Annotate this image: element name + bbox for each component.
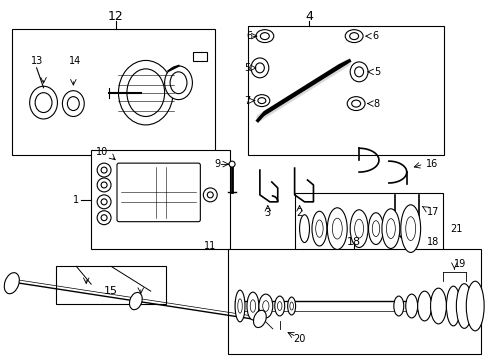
FancyBboxPatch shape	[117, 163, 200, 222]
Ellipse shape	[170, 72, 186, 94]
Ellipse shape	[127, 69, 164, 117]
Text: 16: 16	[425, 159, 437, 169]
Bar	[247, 26, 444, 155]
Text: 4: 4	[305, 10, 313, 23]
Ellipse shape	[258, 294, 272, 318]
Bar	[193, 52, 207, 61]
Ellipse shape	[299, 215, 309, 243]
Ellipse shape	[346, 96, 365, 111]
Ellipse shape	[289, 302, 293, 310]
Ellipse shape	[255, 30, 273, 42]
Text: 9: 9	[214, 159, 220, 169]
Ellipse shape	[4, 273, 20, 294]
Ellipse shape	[253, 310, 265, 328]
Text: 14: 14	[69, 56, 81, 66]
Circle shape	[101, 199, 107, 205]
Bar	[228, 249, 480, 354]
Text: 18: 18	[426, 237, 438, 247]
Ellipse shape	[371, 221, 379, 237]
Ellipse shape	[287, 297, 295, 315]
Ellipse shape	[277, 302, 282, 310]
Ellipse shape	[250, 58, 268, 78]
Ellipse shape	[118, 60, 173, 125]
Bar	[294, 193, 443, 264]
Ellipse shape	[35, 93, 52, 113]
Ellipse shape	[354, 219, 363, 238]
Bar	[91, 150, 230, 249]
Circle shape	[97, 211, 111, 225]
Ellipse shape	[326, 208, 346, 249]
Text: 5: 5	[373, 67, 380, 77]
Ellipse shape	[235, 290, 244, 322]
Text: 1: 1	[73, 195, 79, 205]
Ellipse shape	[332, 218, 342, 239]
Ellipse shape	[368, 213, 383, 244]
Ellipse shape	[386, 219, 394, 239]
Ellipse shape	[250, 300, 255, 312]
Text: 6: 6	[371, 31, 377, 41]
Ellipse shape	[446, 286, 459, 326]
Ellipse shape	[164, 66, 192, 100]
Circle shape	[229, 161, 235, 167]
Ellipse shape	[354, 67, 363, 77]
Ellipse shape	[67, 96, 79, 111]
Text: 21: 21	[449, 224, 462, 234]
Text: 3: 3	[264, 208, 270, 218]
Text: 11: 11	[203, 242, 216, 252]
Text: 20: 20	[293, 334, 305, 344]
Ellipse shape	[345, 30, 362, 42]
Text: 19: 19	[453, 259, 466, 269]
Ellipse shape	[262, 301, 268, 311]
Circle shape	[97, 195, 111, 209]
Ellipse shape	[274, 296, 284, 316]
Circle shape	[97, 178, 111, 192]
Text: 8: 8	[372, 99, 378, 109]
Ellipse shape	[417, 291, 431, 321]
Circle shape	[101, 182, 107, 188]
Ellipse shape	[349, 62, 367, 82]
Ellipse shape	[381, 209, 399, 248]
Bar	[56, 266, 165, 304]
Text: 17: 17	[426, 207, 438, 217]
Ellipse shape	[255, 63, 264, 73]
Ellipse shape	[237, 299, 242, 313]
Text: 15: 15	[104, 286, 118, 296]
Circle shape	[101, 167, 107, 173]
Ellipse shape	[405, 294, 417, 318]
Ellipse shape	[351, 100, 360, 107]
Text: 10: 10	[96, 147, 108, 157]
Ellipse shape	[349, 210, 367, 247]
Ellipse shape	[260, 33, 269, 40]
Ellipse shape	[129, 292, 142, 310]
Ellipse shape	[349, 33, 358, 40]
Text: 5: 5	[243, 63, 249, 73]
Ellipse shape	[315, 220, 323, 237]
Ellipse shape	[30, 86, 57, 119]
Ellipse shape	[246, 292, 258, 320]
Circle shape	[207, 192, 213, 198]
Circle shape	[97, 163, 111, 177]
Ellipse shape	[405, 217, 415, 240]
Circle shape	[101, 215, 107, 221]
Text: 18: 18	[346, 237, 361, 247]
Ellipse shape	[466, 281, 483, 331]
Text: 7: 7	[243, 96, 249, 105]
Circle shape	[203, 188, 217, 202]
Ellipse shape	[400, 205, 420, 252]
Ellipse shape	[62, 91, 84, 117]
Text: 6: 6	[246, 31, 252, 41]
Ellipse shape	[253, 95, 269, 107]
Ellipse shape	[429, 288, 446, 324]
Ellipse shape	[311, 211, 326, 246]
Text: 12: 12	[108, 10, 123, 23]
Ellipse shape	[257, 98, 265, 104]
Text: 13: 13	[30, 56, 42, 66]
Ellipse shape	[393, 296, 403, 316]
Bar	[12, 29, 215, 155]
Text: 2: 2	[296, 208, 302, 218]
Ellipse shape	[455, 284, 471, 328]
